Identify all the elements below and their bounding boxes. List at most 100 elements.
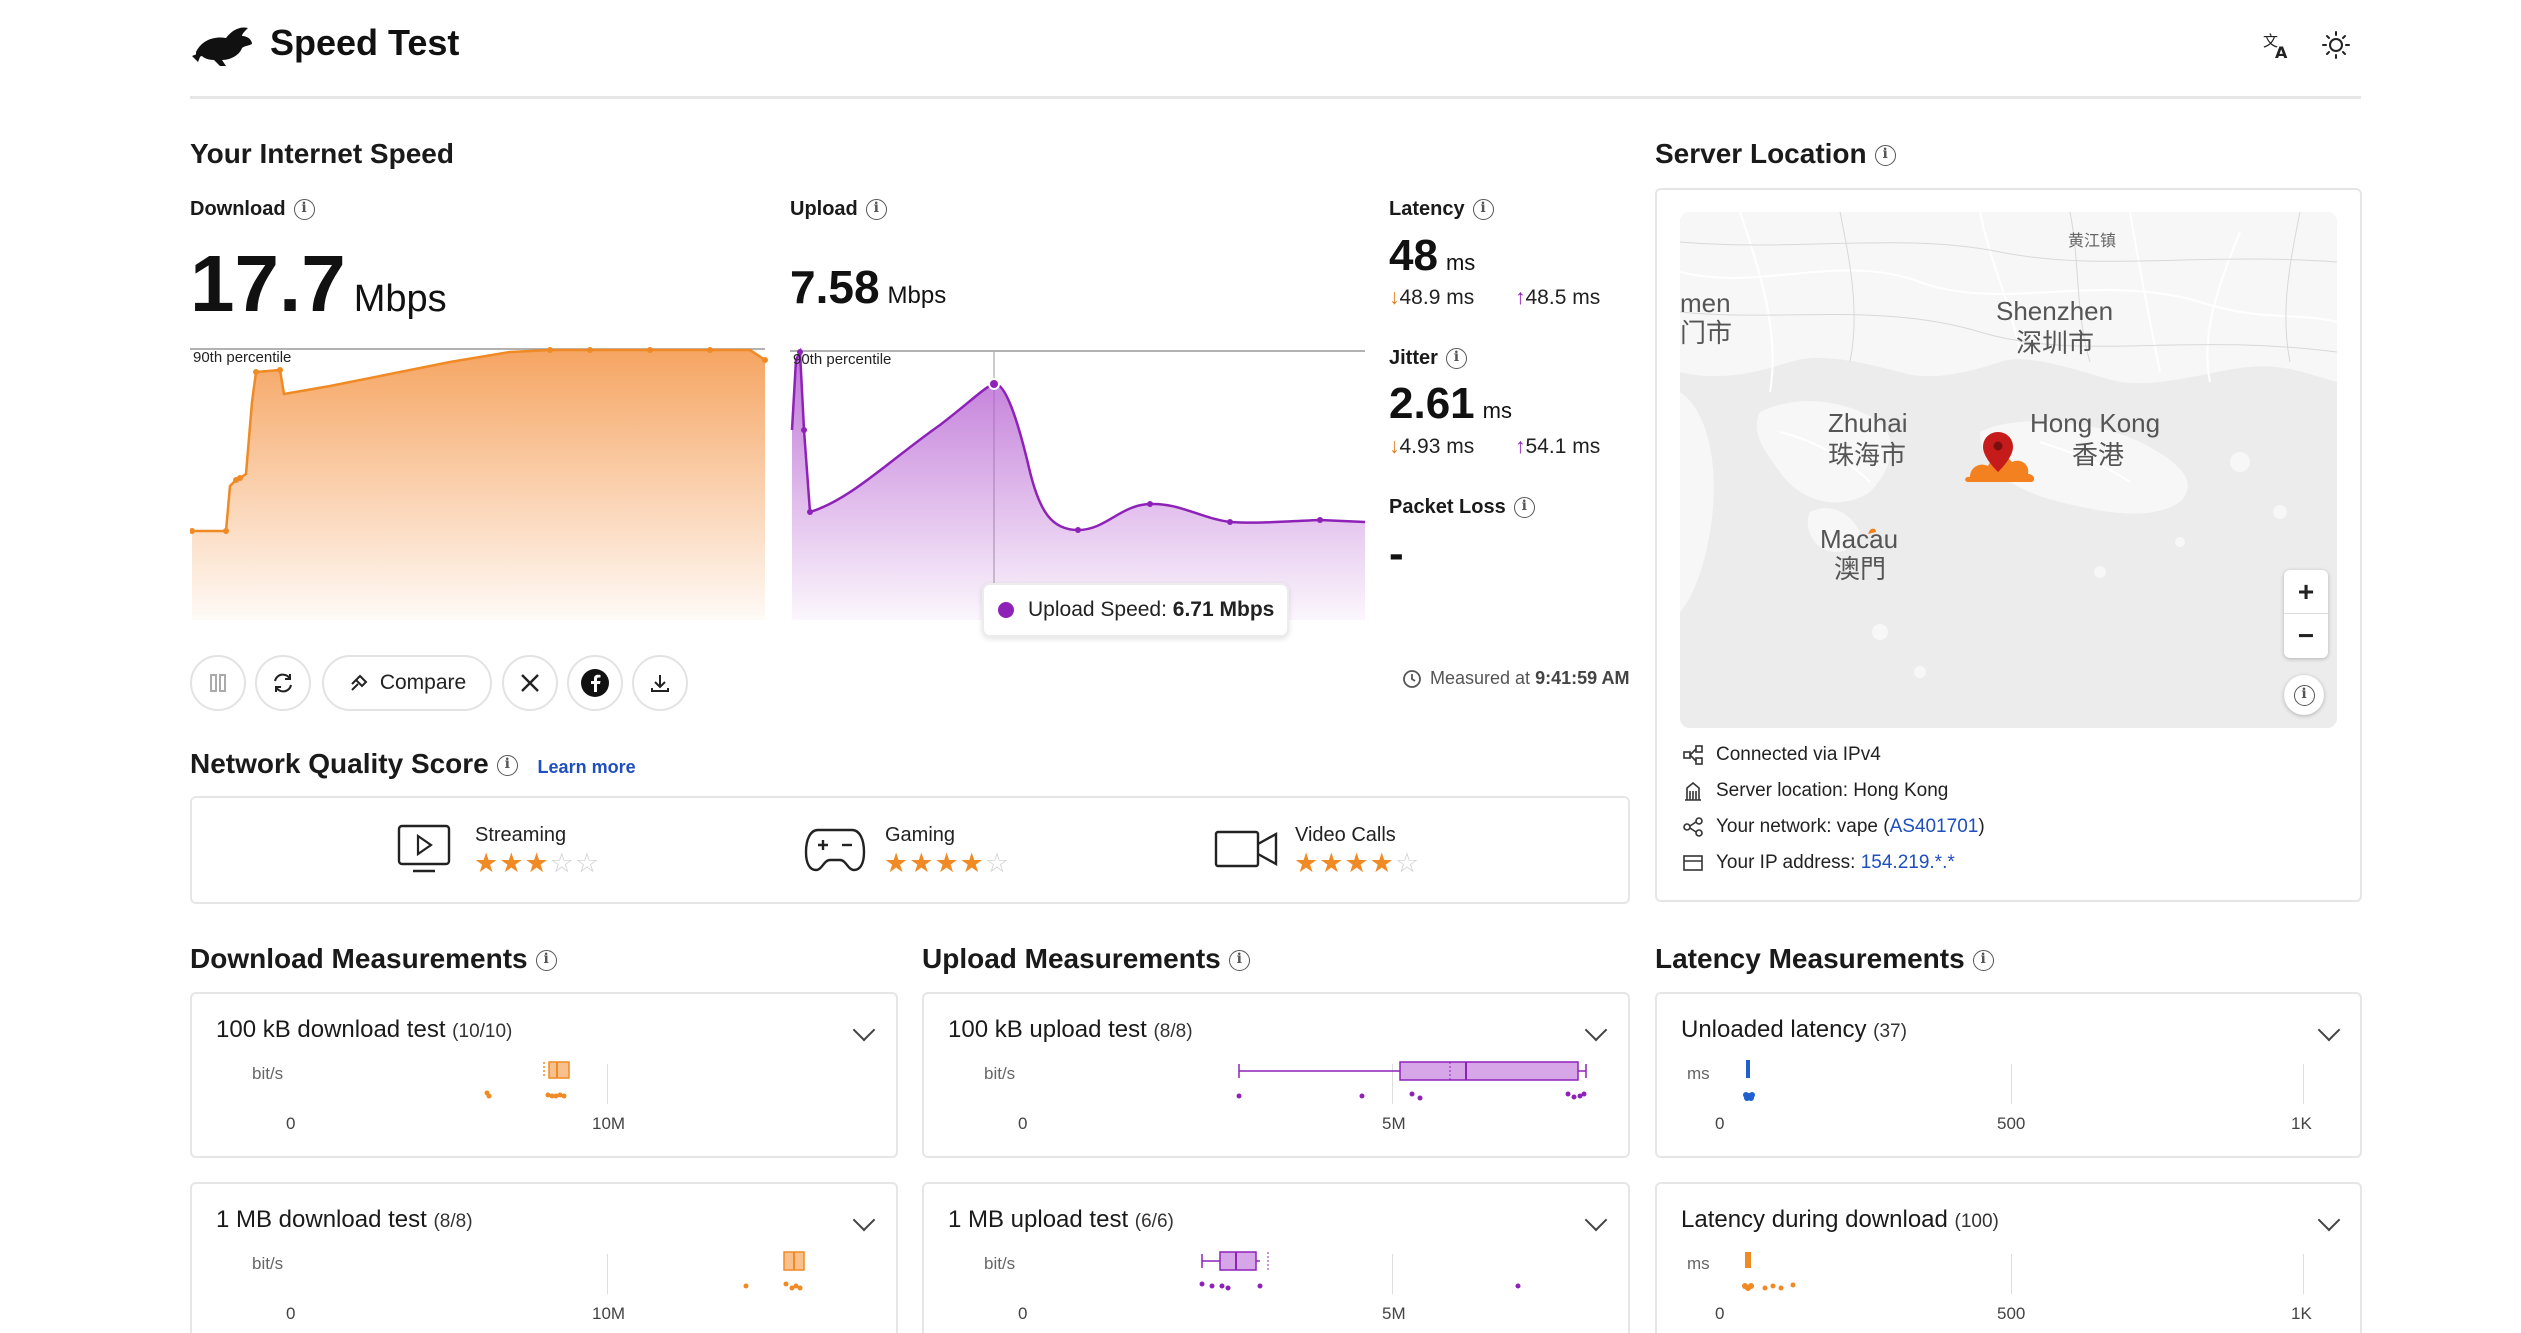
jitter-value: 2.61 ms [1389, 380, 1512, 435]
arrow-down-icon: ↓ [1389, 435, 1400, 458]
dl-1m-boxplot [743, 1251, 805, 1291]
latency-value: 48 ms [1389, 232, 1475, 287]
latency-up-value: 48.5 ms [1525, 286, 1601, 309]
lat-unloaded-boxplot [1743, 1060, 1755, 1101]
jitter-label: Jitter i [1389, 347, 1467, 370]
gaming-label: Gaming [885, 824, 956, 846]
restart-button[interactable] [255, 655, 311, 711]
zoom-out-button[interactable]: − [2297, 620, 2315, 651]
lat-unloaded-card[interactable]: Unloaded latency (37) ms 0 500 1K [1655, 992, 2362, 1158]
axis-unit: ms [1687, 1254, 1710, 1273]
upload-label-text: Upload [790, 198, 858, 220]
info-icon[interactable]: i [1228, 950, 1250, 972]
grid-line [1392, 1064, 1393, 1104]
info-icon[interactable]: i [1513, 497, 1535, 519]
server-location-title: Server Location i [1655, 138, 1896, 170]
grid-line [2303, 1254, 2304, 1294]
translate-icon[interactable]: 文 A [2262, 30, 2292, 60]
grid-line [607, 1254, 608, 1294]
info-icon[interactable]: i [1445, 348, 1467, 370]
info-icon[interactable]: i [496, 755, 518, 777]
lat-download-count: (100) [1954, 1211, 1999, 1232]
dl-1m-title: 1 MB download test (8/8) [216, 1206, 473, 1234]
info-icon[interactable]: i [535, 950, 557, 972]
info-icon: i [2293, 684, 2315, 706]
server-location-line: Server location: Hong Kong [1682, 780, 1948, 802]
share-x-button[interactable] [502, 655, 558, 711]
upload-speed-value: 7.58 [790, 261, 880, 313]
server-map[interactable]: 黄江镇 men 门市 Shenzhen 深圳市 Zhuhai 珠海市 Hong … [1680, 212, 2337, 728]
tick-0: 0 [1715, 1304, 1725, 1323]
video-calls-stars: ★★★★☆ [1294, 848, 1420, 879]
star-empty-icon: ☆ [549, 848, 575, 878]
learn-more-link[interactable]: Learn more [537, 757, 636, 777]
upload-line [790, 347, 1366, 532]
chevron-down-icon[interactable] [2317, 1208, 2341, 1232]
ul-100k-card[interactable]: 100 kB upload test (8/8) bit/s 0 5M [922, 992, 1630, 1158]
download-results-button[interactable] [632, 655, 688, 711]
arrow-up-icon: ↑ [1515, 286, 1526, 309]
zoom-in-button[interactable]: + [2284, 570, 2328, 614]
ul-1m-card[interactable]: 1 MB upload test (6/6) bit/s 0 5M [922, 1182, 1630, 1333]
latency-unit: ms [1445, 250, 1476, 275]
star-filled-icon: ★ [884, 848, 910, 878]
svg-text:A: A [2275, 43, 2288, 60]
info-icon[interactable]: i [1874, 145, 1896, 167]
your-network-line: Your network: vape (AS401701) [1682, 816, 1985, 838]
dl-100k-card[interactable]: 100 kB download test (10/10) bit/s 0 10M [190, 992, 898, 1158]
grid-line [1392, 1254, 1393, 1294]
star-empty-icon: ☆ [984, 848, 1011, 878]
app-title[interactable]: Speed Test [270, 22, 460, 63]
axis-unit: bit/s [984, 1064, 1016, 1083]
ip-prefix: Your IP address: [1716, 852, 1856, 873]
dl-1m-card[interactable]: 1 MB download test (8/8) bit/s 0 10M [190, 1182, 898, 1333]
tick-0: 0 [286, 1304, 296, 1323]
measured-prefix: Measured at [1430, 668, 1531, 688]
measured-time: 9:41:59 AM [1535, 668, 1630, 688]
info-icon[interactable]: i [865, 199, 887, 221]
percentile-label: 90th percentile [793, 351, 891, 368]
info-icon[interactable]: i [1472, 199, 1494, 221]
lat-unloaded-title: Unloaded latency (37) [1681, 1016, 1907, 1044]
latency-number: 48 [1389, 231, 1438, 280]
upload-speed-chart: 90th percentile [790, 347, 1366, 620]
map-label-zhuhai-cn: 珠海市 [1828, 440, 1907, 470]
info-icon[interactable]: i [293, 199, 315, 221]
dl-100k-count: (10/10) [452, 1021, 513, 1042]
lat-download-title: Latency during download (100) [1681, 1206, 1999, 1234]
axis-unit: bit/s [252, 1254, 284, 1273]
info-icon[interactable]: i [1972, 950, 1994, 972]
upload-label: Upload i [790, 198, 887, 221]
tick-10m: 10M [592, 1304, 626, 1323]
dl-100k-boxplot [484, 1061, 570, 1099]
chevron-down-icon[interactable] [852, 1208, 876, 1232]
share-facebook-button[interactable] [567, 655, 623, 711]
chevron-down-icon[interactable] [1584, 1208, 1608, 1232]
map-zoom-controls: + − [2284, 570, 2328, 658]
chevron-down-icon[interactable] [2317, 1018, 2341, 1042]
tick-0: 0 [286, 1114, 296, 1133]
jitter-up-value: 54.1 ms [1525, 435, 1601, 458]
map-attribution-button[interactable]: i [2284, 675, 2324, 715]
arrow-down-icon: ↓ [1389, 286, 1400, 309]
tick-1k: 1K [2291, 1114, 2312, 1133]
compare-button[interactable]: Compare [322, 655, 492, 711]
lat-download-card[interactable]: Latency during download (100) ms 0 500 1… [1655, 1182, 2362, 1333]
latency-measurements-title-text: Latency Measurements [1655, 943, 1965, 974]
network-asn-link[interactable]: AS401701 [1889, 816, 1979, 837]
pause-button[interactable] [190, 655, 246, 711]
axis-unit: ms [1687, 1064, 1710, 1083]
tick-500: 500 [1997, 1304, 2026, 1323]
svg-text:文: 文 [2263, 32, 2278, 50]
chevron-down-icon[interactable] [1584, 1018, 1608, 1042]
ul-1m-title: 1 MB upload test (6/6) [948, 1206, 1174, 1234]
star-filled-icon: ★ [474, 848, 500, 878]
dl-100k-title-text: 100 kB download test [216, 1016, 446, 1043]
grid-line [2303, 1064, 2304, 1104]
tick-5m: 5M [1382, 1304, 1406, 1323]
tick-0: 0 [1018, 1304, 1028, 1323]
sun-icon[interactable] [2321, 30, 2351, 60]
rabbit-logo-icon[interactable] [192, 22, 256, 70]
dl-100k-title: 100 kB download test (10/10) [216, 1016, 512, 1044]
chevron-down-icon[interactable] [852, 1018, 876, 1042]
